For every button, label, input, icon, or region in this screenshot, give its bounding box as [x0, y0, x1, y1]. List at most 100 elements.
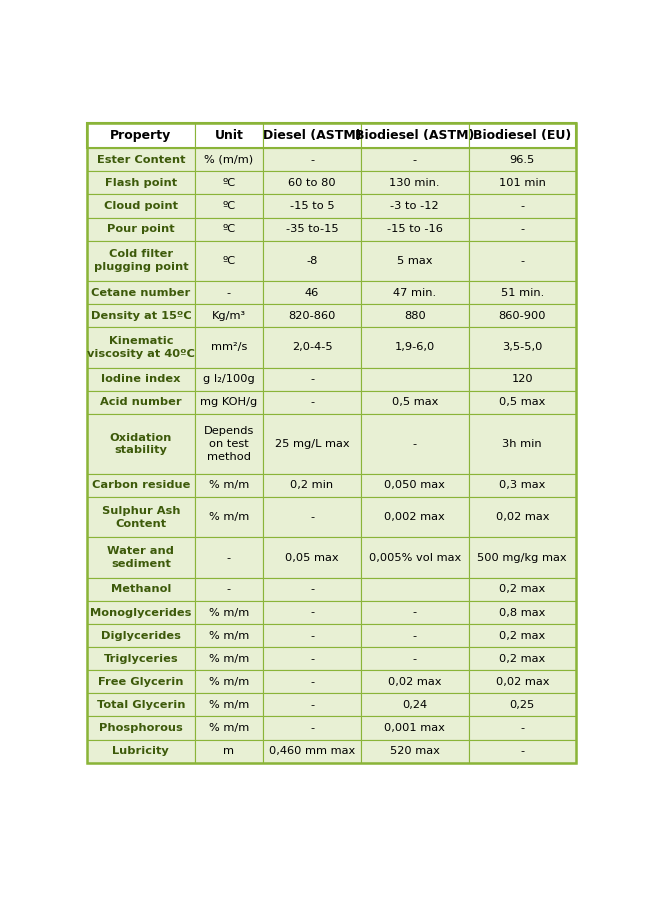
Bar [468, 577, 576, 601]
Bar [361, 368, 468, 390]
Bar [468, 414, 576, 474]
Text: 0,05 max: 0,05 max [285, 553, 339, 563]
Bar [361, 497, 468, 538]
Text: 0,050 max: 0,050 max [384, 480, 445, 490]
Bar [195, 368, 263, 390]
Text: -: - [310, 654, 314, 664]
Bar [87, 172, 195, 194]
Bar [361, 194, 468, 218]
Bar [195, 577, 263, 601]
Text: -: - [227, 288, 231, 298]
Text: 0,3 max: 0,3 max [499, 480, 545, 490]
Bar [468, 670, 576, 694]
Bar [195, 474, 263, 497]
Text: -: - [310, 512, 314, 522]
Bar [195, 694, 263, 716]
Text: -: - [227, 585, 231, 595]
Bar [468, 716, 576, 740]
Bar [87, 327, 195, 368]
Bar [263, 474, 361, 497]
Bar [195, 304, 263, 327]
Bar [468, 218, 576, 241]
Text: Kg/m³: Kg/m³ [212, 311, 246, 321]
Text: ºC: ºC [223, 256, 236, 266]
Text: % m/m: % m/m [209, 607, 249, 617]
Text: Kinematic
viscosity at 40ºC: Kinematic viscosity at 40ºC [87, 336, 195, 359]
Bar [263, 647, 361, 670]
Bar [361, 172, 468, 194]
Text: 47 min.: 47 min. [393, 288, 436, 298]
Bar [361, 304, 468, 327]
Bar [263, 194, 361, 218]
Bar [361, 327, 468, 368]
Bar [87, 601, 195, 624]
Text: % m/m: % m/m [209, 676, 249, 686]
Text: -: - [310, 154, 314, 164]
Text: 0,5 max: 0,5 max [499, 398, 545, 408]
Text: Methanol: Methanol [111, 585, 171, 595]
Text: -: - [310, 631, 314, 641]
Bar [195, 123, 263, 148]
Bar [361, 414, 468, 474]
Bar [263, 624, 361, 647]
Bar [195, 241, 263, 281]
Text: 5 max: 5 max [397, 256, 432, 266]
Bar [87, 123, 576, 148]
Text: Cetane number: Cetane number [91, 288, 190, 298]
Text: 3,5-5,0: 3,5-5,0 [502, 342, 542, 352]
Text: 25 mg/L max: 25 mg/L max [275, 439, 349, 449]
Text: 51 min.: 51 min. [501, 288, 544, 298]
Bar [263, 281, 361, 304]
Text: -: - [520, 201, 524, 211]
Text: Biodiesel (ASTM): Biodiesel (ASTM) [355, 129, 474, 142]
Text: Lubricity: Lubricity [113, 746, 170, 756]
Bar [87, 241, 195, 281]
Text: Sulphur Ash
Content: Sulphur Ash Content [102, 506, 180, 528]
Bar [263, 327, 361, 368]
Bar [87, 647, 195, 670]
Text: 0,8 max: 0,8 max [499, 607, 545, 617]
Text: Unit: Unit [214, 129, 243, 142]
Bar [468, 327, 576, 368]
Text: 0,02 max: 0,02 max [496, 676, 549, 686]
Text: Diesel (ASTM): Diesel (ASTM) [263, 129, 361, 142]
Text: Total Glycerin: Total Glycerin [96, 700, 185, 710]
Text: ºC: ºC [223, 201, 236, 211]
Text: Water and
sediment: Water and sediment [107, 547, 174, 569]
Text: -: - [310, 723, 314, 733]
Text: 96.5: 96.5 [510, 154, 535, 164]
Bar [87, 670, 195, 694]
Text: -: - [310, 374, 314, 384]
Text: 0,2 max: 0,2 max [499, 585, 545, 595]
Text: 120: 120 [512, 374, 533, 384]
Text: 880: 880 [404, 311, 426, 321]
Text: 0,25: 0,25 [510, 700, 535, 710]
Bar [87, 148, 195, 172]
Bar [468, 647, 576, 670]
Bar [87, 123, 195, 148]
Text: -: - [520, 256, 524, 266]
Bar [361, 694, 468, 716]
Bar [263, 694, 361, 716]
Text: Cloud point: Cloud point [104, 201, 178, 211]
Bar [195, 601, 263, 624]
Bar [468, 740, 576, 763]
Bar [195, 194, 263, 218]
Text: 0,005% vol max: 0,005% vol max [369, 553, 461, 563]
Bar [87, 368, 195, 390]
Text: Iodine index: Iodine index [101, 374, 181, 384]
Bar [263, 414, 361, 474]
Text: Triglyceries: Triglyceries [104, 654, 178, 664]
Text: 820-860: 820-860 [289, 311, 336, 321]
Text: % m/m: % m/m [209, 480, 249, 490]
Bar [87, 390, 195, 414]
Bar [263, 172, 361, 194]
Bar [87, 281, 195, 304]
Text: 500 mg/kg max: 500 mg/kg max [477, 553, 567, 563]
Text: mg KOH/g: mg KOH/g [201, 398, 258, 408]
Bar [87, 716, 195, 740]
Text: 3h min: 3h min [503, 439, 542, 449]
Bar [361, 281, 468, 304]
Bar [195, 716, 263, 740]
Bar [468, 148, 576, 172]
